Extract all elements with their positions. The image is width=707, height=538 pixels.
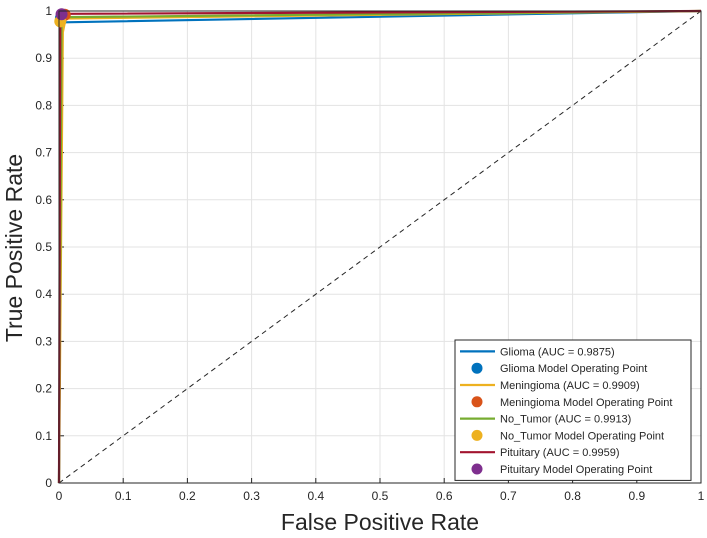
y-tick-label: 0.2 xyxy=(35,382,52,396)
x-tick-label: 0.9 xyxy=(628,489,645,503)
legend-box xyxy=(454,339,692,481)
x-tick-label: 0.7 xyxy=(500,489,517,503)
y-tick-label: 1 xyxy=(45,4,52,18)
x-tick-label: 1 xyxy=(698,489,705,503)
legend-marker-swatch xyxy=(471,362,483,374)
y-tick-label: 0.9 xyxy=(35,51,52,65)
x-tick-labels: 0 0.1 0.2 0.3 0.4 0.5 0.6 0.7 0.8 0.9 1 xyxy=(56,489,705,503)
y-tick-label: 0.1 xyxy=(35,429,52,443)
y-tick-label: 0 xyxy=(45,476,52,490)
chance-line-group xyxy=(58,10,702,484)
legend-marker-swatch xyxy=(471,396,483,408)
y-tick-label: 0.8 xyxy=(35,98,52,112)
legend-entry-label: Meningioma Model Operating Point xyxy=(500,397,672,409)
y-tick-label: 0.5 xyxy=(35,240,52,254)
chance-line xyxy=(58,10,702,484)
plot-frame xyxy=(58,10,702,484)
y-tick-label: 0.4 xyxy=(35,287,52,301)
x-tick-label: 0.2 xyxy=(179,489,196,503)
legend-marker-swatch xyxy=(471,463,483,475)
legend-entry-label: Meningioma (AUC = 0.9909) xyxy=(500,380,640,392)
x-tick-label: 0.4 xyxy=(307,489,324,503)
y-tick-label: 0.7 xyxy=(35,146,52,160)
legend-entry-label: Glioma Model Operating Point xyxy=(500,363,647,375)
x-tick-label: 0.5 xyxy=(372,489,389,503)
y-axis-label: True Positive Rate xyxy=(1,154,27,342)
x-tick-label: 0.1 xyxy=(115,489,132,503)
legend-marker-swatch xyxy=(471,429,483,441)
x-tick-label: 0.3 xyxy=(243,489,260,503)
legend-entry-label: Pituitary Model Operating Point xyxy=(500,464,652,476)
legend-entry-label: No_Tumor (AUC = 0.9913) xyxy=(500,414,631,426)
legend-entry-label: Glioma (AUC = 0.9875) xyxy=(500,346,615,358)
legend: Glioma (AUC = 0.9875) Glioma Model Operat… xyxy=(454,339,692,481)
x-tick-label: 0.8 xyxy=(564,489,581,503)
legend-entry-label: Pituitary (AUC = 0.9959) xyxy=(500,447,620,459)
x-tick-label: 0 xyxy=(56,489,63,503)
y-tick-label: 0.6 xyxy=(35,193,52,207)
y-tick-labels: 0 0.1 0.2 0.3 0.4 0.5 0.6 0.7 0.8 0.9 1 xyxy=(35,4,52,490)
y-tick-label: 0.3 xyxy=(35,334,52,348)
legend-entry-label: No_Tumor Model Operating Point xyxy=(500,430,664,442)
x-tick-label: 0.6 xyxy=(436,489,453,503)
x-axis-label: False Positive Rate xyxy=(281,509,479,535)
operating-point-marker xyxy=(55,8,68,21)
